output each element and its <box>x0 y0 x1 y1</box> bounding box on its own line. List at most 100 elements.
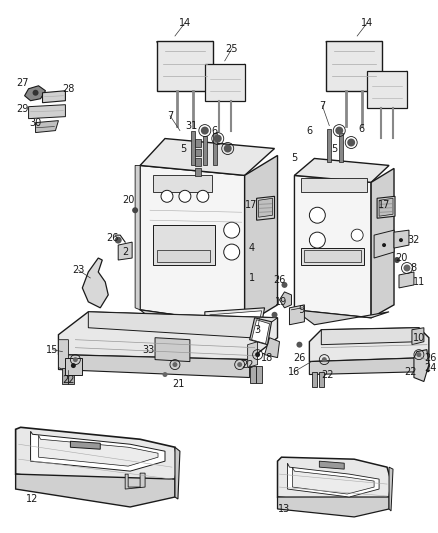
Polygon shape <box>290 305 304 325</box>
Polygon shape <box>399 272 414 288</box>
Polygon shape <box>39 435 158 466</box>
Polygon shape <box>327 128 331 163</box>
Polygon shape <box>16 427 178 489</box>
Circle shape <box>272 312 278 318</box>
Polygon shape <box>157 250 210 262</box>
Polygon shape <box>82 258 108 308</box>
Polygon shape <box>301 248 364 265</box>
Polygon shape <box>155 338 190 361</box>
Polygon shape <box>205 64 245 101</box>
Polygon shape <box>213 133 217 165</box>
Text: 5: 5 <box>291 154 297 164</box>
Polygon shape <box>312 372 318 387</box>
Text: 32: 32 <box>408 235 420 245</box>
Text: 23: 23 <box>72 265 85 275</box>
Polygon shape <box>135 165 140 310</box>
Text: 6: 6 <box>306 126 312 135</box>
Circle shape <box>173 362 177 367</box>
Circle shape <box>309 207 325 223</box>
Polygon shape <box>88 312 278 338</box>
Polygon shape <box>58 354 250 377</box>
Polygon shape <box>321 328 419 345</box>
Polygon shape <box>58 340 68 372</box>
Text: 2: 2 <box>122 247 128 257</box>
Circle shape <box>399 238 403 242</box>
Text: 8: 8 <box>411 263 417 273</box>
Polygon shape <box>58 312 278 360</box>
Text: 16: 16 <box>288 367 300 376</box>
Text: 22: 22 <box>321 369 334 379</box>
Polygon shape <box>71 441 100 449</box>
Polygon shape <box>287 463 379 497</box>
Polygon shape <box>367 71 407 108</box>
Text: 6: 6 <box>358 124 364 134</box>
Polygon shape <box>68 368 74 384</box>
Circle shape <box>132 207 138 213</box>
Text: 9: 9 <box>298 305 304 315</box>
Polygon shape <box>25 86 46 101</box>
Text: 33: 33 <box>142 345 154 354</box>
Polygon shape <box>125 473 145 489</box>
Text: 10: 10 <box>413 333 425 343</box>
Polygon shape <box>379 198 393 216</box>
Text: 17: 17 <box>378 200 390 210</box>
Text: 13: 13 <box>279 504 290 514</box>
Polygon shape <box>339 133 343 163</box>
Circle shape <box>335 127 343 134</box>
Circle shape <box>201 127 209 134</box>
Polygon shape <box>153 175 212 192</box>
Polygon shape <box>304 250 361 262</box>
Text: 26: 26 <box>293 353 306 362</box>
Circle shape <box>322 357 327 362</box>
Polygon shape <box>195 168 201 176</box>
Polygon shape <box>195 149 201 157</box>
Circle shape <box>297 342 302 348</box>
Circle shape <box>417 352 421 357</box>
Circle shape <box>309 232 325 248</box>
Polygon shape <box>293 467 374 494</box>
Polygon shape <box>371 168 394 318</box>
Polygon shape <box>175 447 180 499</box>
Polygon shape <box>319 372 324 387</box>
Polygon shape <box>247 342 258 368</box>
Polygon shape <box>279 292 291 308</box>
Polygon shape <box>301 179 367 192</box>
Text: 26: 26 <box>425 353 437 362</box>
Polygon shape <box>245 156 278 325</box>
Text: 6: 6 <box>212 126 218 135</box>
Text: 12: 12 <box>26 494 39 504</box>
Text: 14: 14 <box>361 18 373 28</box>
Polygon shape <box>326 41 382 91</box>
Text: 5: 5 <box>180 143 186 154</box>
Polygon shape <box>374 230 394 258</box>
Circle shape <box>161 190 173 203</box>
Circle shape <box>71 363 76 368</box>
Circle shape <box>179 190 191 203</box>
Text: 20: 20 <box>122 195 134 205</box>
Text: 17: 17 <box>245 200 258 210</box>
Polygon shape <box>309 358 429 375</box>
Text: 4: 4 <box>248 243 254 253</box>
Circle shape <box>224 144 232 152</box>
Polygon shape <box>157 41 213 91</box>
Polygon shape <box>256 366 261 383</box>
Polygon shape <box>265 338 279 358</box>
Circle shape <box>282 282 287 288</box>
Polygon shape <box>377 196 395 218</box>
Polygon shape <box>65 358 82 375</box>
Polygon shape <box>412 328 424 345</box>
Text: 29: 29 <box>16 104 29 114</box>
Polygon shape <box>140 310 275 330</box>
Polygon shape <box>278 497 389 517</box>
Text: 31: 31 <box>186 120 198 131</box>
Polygon shape <box>205 308 265 340</box>
Text: 11: 11 <box>413 277 425 287</box>
Circle shape <box>255 352 260 357</box>
Text: 28: 28 <box>62 84 74 94</box>
Polygon shape <box>319 461 344 469</box>
Text: 26: 26 <box>106 233 118 243</box>
Circle shape <box>351 229 363 241</box>
Polygon shape <box>195 139 201 147</box>
Text: 19: 19 <box>276 297 288 307</box>
Circle shape <box>347 139 355 147</box>
